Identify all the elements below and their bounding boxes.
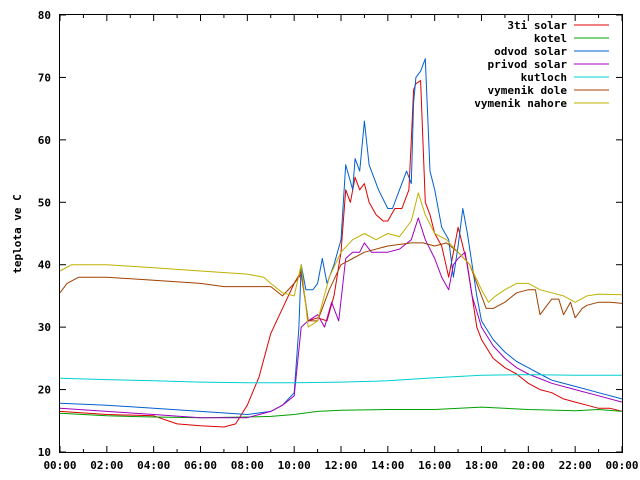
x-tick-label: 08:00 bbox=[231, 459, 264, 472]
x-tick-label: 02:00 bbox=[90, 459, 123, 472]
y-tick-label: 20 bbox=[38, 384, 51, 397]
x-tick-label: 22:00 bbox=[559, 459, 592, 472]
legend-label: vymenik nahore bbox=[474, 97, 567, 110]
x-tick-label: 18:00 bbox=[465, 459, 498, 472]
y-tick-label: 30 bbox=[38, 321, 51, 334]
legend-label: privod solar bbox=[488, 58, 568, 71]
x-tick-label: 14:00 bbox=[371, 459, 404, 472]
series-line-vymenik-dole bbox=[59, 242, 623, 322]
y-tick-label: 80 bbox=[38, 9, 51, 22]
y-tick-label: 50 bbox=[38, 196, 51, 209]
x-tick-label: 10:00 bbox=[278, 459, 311, 472]
legend-label: odvod solar bbox=[494, 45, 567, 58]
x-tick-label: 04:00 bbox=[137, 459, 170, 472]
plot-lines bbox=[59, 58, 623, 428]
series-line-kutloch bbox=[59, 374, 622, 384]
x-tick-label: 12:00 bbox=[324, 459, 357, 472]
series-line-privod-solar bbox=[59, 217, 623, 419]
legend-label: vymenik dole bbox=[488, 84, 568, 97]
y-tick-label: 60 bbox=[38, 134, 51, 147]
series-line-vymenik-nahore bbox=[59, 192, 623, 328]
y-tick-label: 70 bbox=[38, 71, 51, 84]
y-axis-label: teplota ve C bbox=[11, 194, 24, 273]
legend-label: 3ti solar bbox=[507, 19, 567, 32]
x-tick-label: 00:00 bbox=[43, 459, 76, 472]
legend-label: kotel bbox=[534, 32, 567, 45]
x-tick-label: 20:00 bbox=[512, 459, 545, 472]
legend-label: kutloch bbox=[521, 71, 567, 84]
plot-frame bbox=[59, 14, 623, 453]
x-tick-label: 06:00 bbox=[184, 459, 217, 472]
y-tick-label: 40 bbox=[38, 259, 51, 272]
y-tick-label: 10 bbox=[38, 446, 51, 459]
series-line-odvod-solar bbox=[59, 58, 623, 415]
series-line-kotel bbox=[59, 406, 623, 419]
x-tick-label: 16:00 bbox=[418, 459, 451, 472]
axis-ticks: 10 20 30 40 50 60 70 80 00:00 02:00 04:00 06:00 08:0… bbox=[38, 9, 639, 472]
x-tick-label: 00:00 bbox=[605, 459, 638, 472]
series-line-3ti-solar bbox=[59, 80, 623, 428]
